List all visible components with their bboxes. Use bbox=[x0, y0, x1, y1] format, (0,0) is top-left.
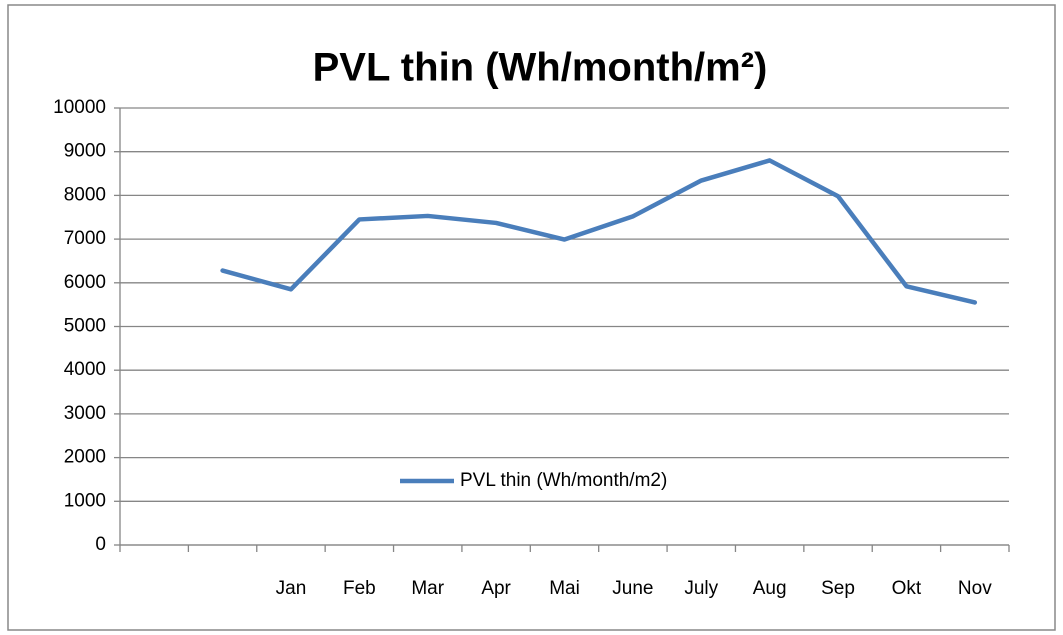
chart-frame bbox=[7, 4, 1056, 631]
series-line bbox=[220, 158, 978, 305]
x-tick-label: July bbox=[684, 578, 718, 599]
y-tick-label: 4000 bbox=[64, 359, 106, 380]
x-tick-label: Mai bbox=[549, 578, 580, 599]
x-tick-label: Mar bbox=[411, 578, 444, 599]
y-tick-label: 2000 bbox=[64, 447, 106, 468]
y-tick-label: 7000 bbox=[64, 228, 106, 249]
x-tick-label: Okt bbox=[892, 578, 922, 599]
y-tick-label: 3000 bbox=[64, 403, 106, 424]
y-tick-label: 9000 bbox=[64, 141, 106, 162]
chart-title: PVL thin (Wh/month/m²) bbox=[313, 46, 768, 90]
y-tick-label: 10000 bbox=[53, 97, 106, 118]
x-tick-label: Nov bbox=[958, 578, 992, 599]
x-tick-label: Apr bbox=[481, 578, 511, 599]
y-tick-label: 6000 bbox=[64, 272, 106, 293]
y-tick-label: 8000 bbox=[64, 184, 106, 205]
legend-label: PVL thin (Wh/month/m2) bbox=[460, 470, 667, 491]
x-tick-label: Jan bbox=[276, 578, 307, 599]
x-tick-label: Sep bbox=[821, 578, 855, 599]
y-tick-label: 5000 bbox=[64, 316, 106, 337]
x-tick-label: June bbox=[612, 578, 653, 599]
y-tick-label: 1000 bbox=[64, 490, 106, 511]
y-tick-label: 0 bbox=[95, 534, 106, 555]
x-tick-label: Aug bbox=[753, 578, 787, 599]
x-tick-label: Feb bbox=[343, 578, 376, 599]
